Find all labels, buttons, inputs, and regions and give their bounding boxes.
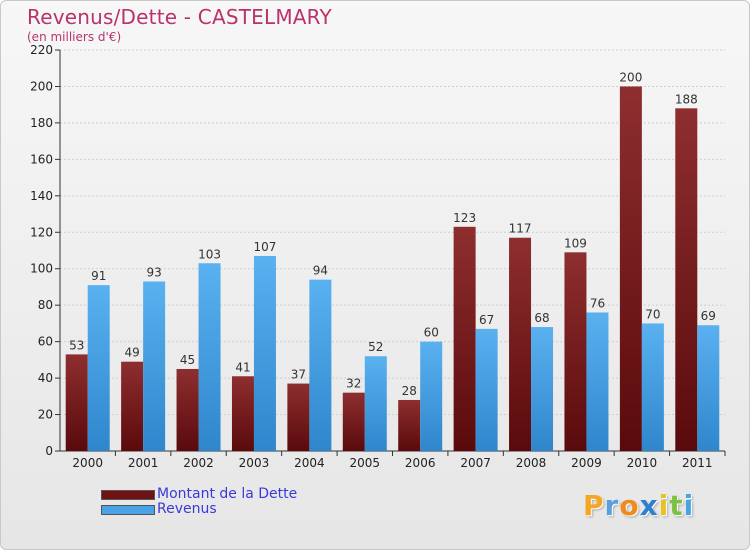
logo-letter: i: [658, 489, 670, 522]
data-label: 67: [479, 313, 494, 327]
bar-dette: [287, 383, 310, 451]
bar-dette: [675, 108, 698, 451]
grid-lines: [60, 49, 725, 416]
y-tick-label: 20: [38, 408, 53, 422]
bar-dette: [509, 237, 532, 451]
bar-revenus: [309, 279, 332, 451]
bar-dette: [619, 86, 642, 452]
bar-dette: [453, 226, 476, 451]
y-tick-label: 80: [38, 298, 53, 312]
logo-letter: i: [683, 489, 695, 522]
y-tick-label: 100: [30, 262, 53, 276]
y-tick-label: 220: [30, 43, 53, 57]
logo-letter: o: [619, 489, 640, 522]
data-label: 188: [675, 92, 698, 106]
x-tick-label: 2002: [183, 456, 214, 470]
data-label: 45: [180, 353, 195, 367]
data-label: 109: [564, 236, 587, 250]
bar-revenus: [531, 327, 554, 451]
bar-dette: [231, 376, 254, 451]
proxiti-logo: Proxiti: [583, 489, 694, 522]
data-labels: 53 91 49 93 45 103 41 107 37 94 32 52 28 60 123 67 117 68…: [69, 70, 716, 398]
data-label: 49: [124, 346, 139, 360]
x-tick-label: 2003: [239, 456, 270, 470]
y-tick-label: 120: [30, 225, 53, 239]
bar-dette: [398, 399, 421, 451]
x-tick-label: 2004: [294, 456, 325, 470]
data-label: 68: [534, 311, 549, 325]
bar-revenus: [198, 263, 221, 451]
data-label: 60: [424, 326, 439, 340]
logo-letter: P: [583, 489, 605, 522]
legend-label-debt: Montant de la Dette: [157, 486, 298, 502]
y-tick-label: 0: [45, 444, 53, 458]
bar-dette: [65, 354, 88, 451]
data-label: 70: [645, 307, 660, 321]
axes: 0 20 40 60 80 100 120 140 160 180 200 220 2000 2001 20…: [30, 43, 726, 470]
bar-revenus: [87, 285, 110, 451]
bar-revenus: [143, 281, 166, 451]
bar-dette: [564, 252, 587, 451]
x-tick-label: 2009: [571, 456, 602, 470]
data-label: 53: [69, 338, 84, 352]
bar-revenus: [641, 323, 664, 451]
bar-dette: [176, 368, 199, 451]
data-label: 69: [701, 309, 716, 323]
bar-revenus: [475, 328, 498, 451]
legend-swatch-debt: [101, 490, 155, 500]
x-tick-label: 2001: [128, 456, 159, 470]
x-tick-label: 2008: [516, 456, 547, 470]
logo-letter: r: [604, 489, 620, 522]
x-tick-label: 2011: [682, 456, 713, 470]
logo-letter: t: [669, 489, 684, 522]
legend-label-revenus: Revenus: [157, 501, 217, 517]
legend-swatch-revenus: [101, 505, 155, 515]
data-label: 41: [235, 360, 250, 374]
data-label: 200: [619, 70, 642, 84]
bar-revenus: [586, 312, 609, 451]
bar-revenus: [253, 255, 276, 451]
data-label: 117: [509, 222, 532, 236]
data-label: 123: [453, 211, 476, 225]
bar-revenus: [697, 325, 720, 451]
data-label: 52: [368, 340, 383, 354]
data-label: 107: [254, 240, 277, 254]
y-tick-label: 60: [38, 335, 53, 349]
data-label: 32: [346, 377, 361, 391]
x-tick-label: 2007: [460, 456, 491, 470]
chart-title: Revenus/Dette - CASTELMARY: [27, 5, 332, 29]
bar-dette: [342, 392, 365, 451]
bars: [65, 86, 720, 452]
x-tick-label: 2005: [350, 456, 381, 470]
data-label: 76: [590, 296, 605, 310]
y-tick-label: 40: [38, 371, 53, 385]
x-tick-label: 2010: [627, 456, 658, 470]
y-tick-label: 160: [30, 152, 53, 166]
chart-subtitle: (en milliers d'€): [27, 30, 122, 44]
data-label: 91: [91, 269, 106, 283]
x-tick-label: 2006: [405, 456, 436, 470]
bar-revenus: [420, 341, 443, 451]
y-tick-label: 180: [30, 116, 53, 130]
x-tick-label: 2000: [72, 456, 103, 470]
data-label: 103: [198, 247, 221, 261]
bar-dette: [121, 361, 144, 451]
logo-letter: x: [639, 489, 659, 522]
y-tick-label: 200: [30, 79, 53, 93]
data-label: 37: [291, 368, 306, 382]
data-label: 93: [146, 265, 161, 279]
bar-revenus: [364, 356, 387, 451]
data-label: 94: [313, 264, 328, 278]
data-label: 28: [402, 384, 417, 398]
y-tick-label: 140: [30, 189, 53, 203]
